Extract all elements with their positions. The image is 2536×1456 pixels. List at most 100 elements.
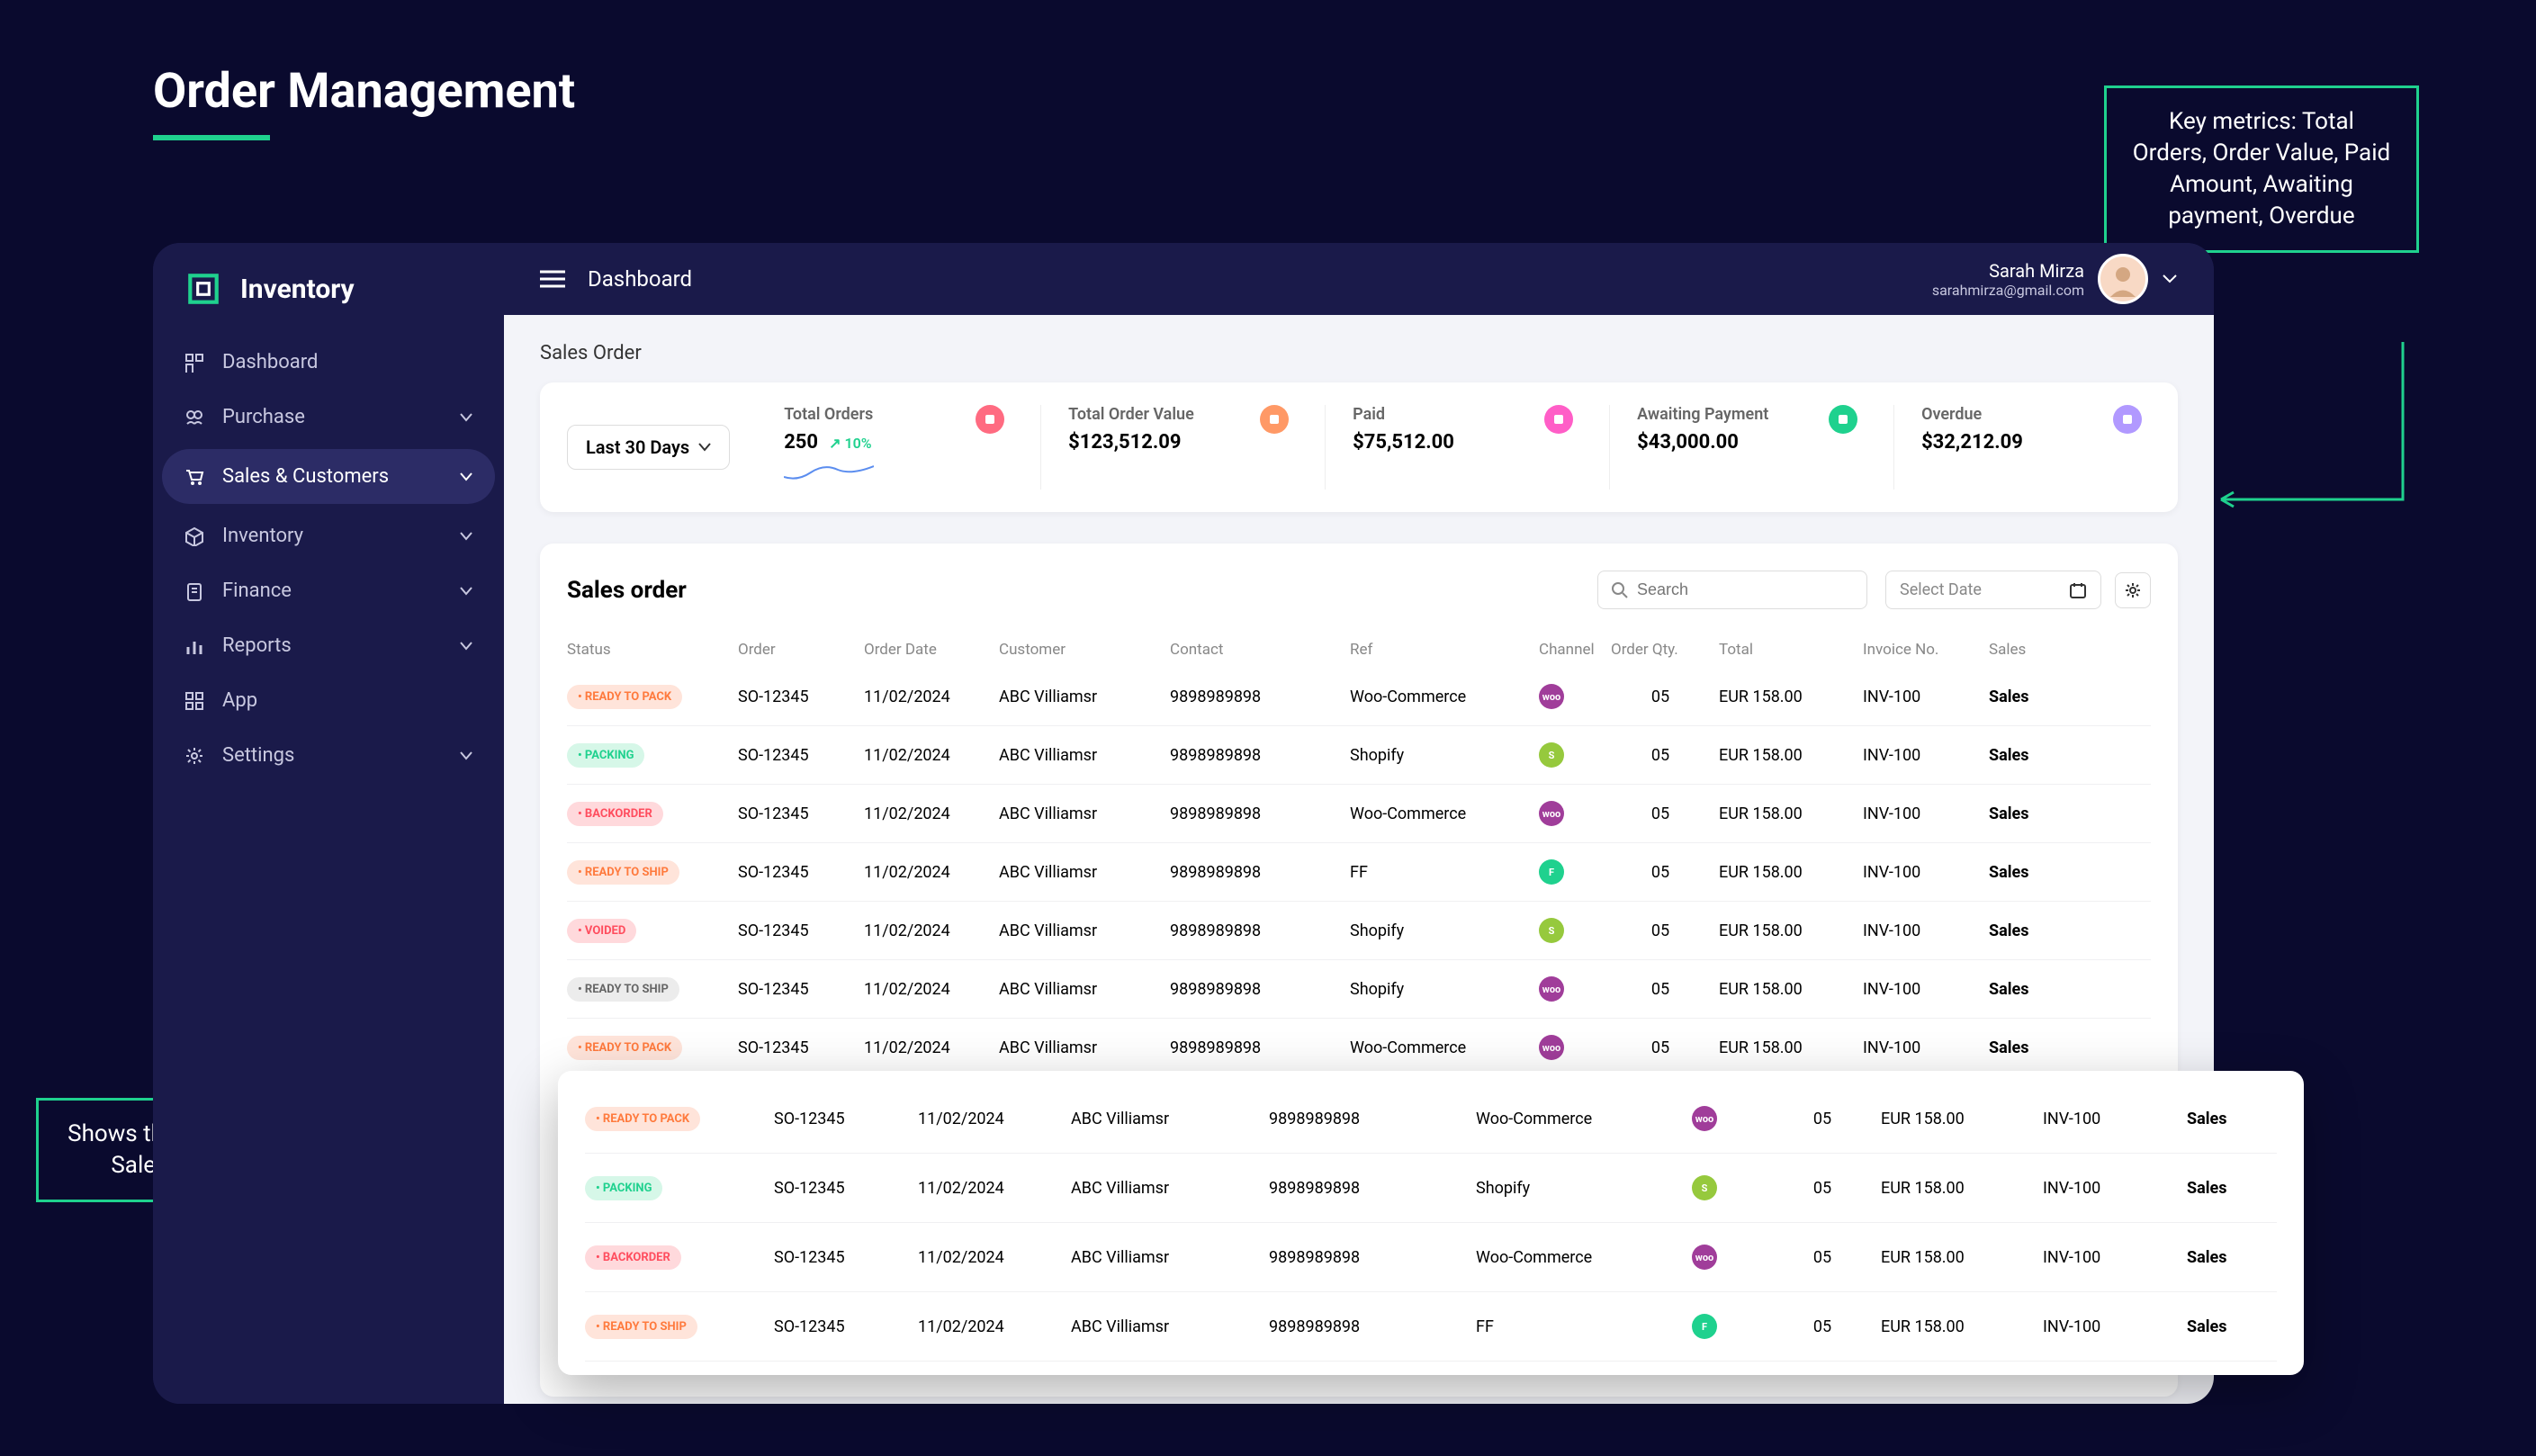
cell-sales: Sales: [2187, 1179, 2277, 1198]
kpi-value: $75,512.00: [1353, 431, 1454, 454]
channel-icon: woo: [1692, 1106, 1717, 1131]
sidebar-item-reports[interactable]: Reports: [153, 618, 504, 673]
status-badge: VOIDED: [567, 919, 636, 943]
cell-order: SO-12345: [738, 746, 855, 765]
cell-invoice: INV-100: [2043, 1248, 2178, 1267]
channel-icon: woo: [1539, 1035, 1564, 1060]
table-row[interactable]: READY TO SHIP SO-12345 11/02/2024 ABC Vi…: [567, 960, 2151, 1019]
col-order-date: Order Date: [864, 641, 990, 659]
sidebar-item-sales-customers[interactable]: Sales & Customers: [162, 449, 495, 504]
brand: Inventory: [153, 270, 504, 335]
table-head: StatusOrderOrder DateCustomerContactRefC…: [567, 632, 2151, 668]
col-sales: Sales: [1989, 641, 2070, 659]
cart-icon: [184, 467, 204, 487]
channel-icon: woo: [1539, 801, 1564, 826]
col-order-qty-: Order Qty.: [1611, 641, 1710, 659]
kpi-paid: Paid $75,512.00: [1325, 405, 1582, 490]
hamburger-icon[interactable]: [540, 269, 565, 289]
channel-icon: S: [1539, 918, 1564, 943]
sidebar-item-label: Settings: [222, 744, 460, 767]
cell-qty: 05: [1611, 921, 1710, 940]
table-row[interactable]: BACKORDER SO-12345 11/02/2024 ABC Villia…: [585, 1223, 2277, 1292]
date-select[interactable]: Select Date: [1885, 571, 2101, 609]
cell-invoice: INV-100: [1863, 1038, 1980, 1057]
sidebar-item-finance[interactable]: Finance: [153, 563, 504, 618]
table-row[interactable]: PACKING SO-12345 11/02/2024 ABC Villiams…: [567, 726, 2151, 785]
cell-sales: Sales: [1989, 980, 2070, 999]
sidebar-item-label: Reports: [222, 634, 460, 657]
chevron-down-icon: [460, 472, 472, 481]
table-row[interactable]: READY TO PACK SO-12345 11/02/2024 ABC Vi…: [567, 668, 2151, 726]
kpi-bar: Last 30 Days Total Orders 250↗ 10% Total…: [540, 382, 2178, 512]
date-filter-label: Last 30 Days: [586, 436, 689, 458]
cell-invoice: INV-100: [1863, 804, 1980, 823]
kpi-overdue: Overdue $32,212.09: [1893, 405, 2151, 490]
cell-order: SO-12345: [738, 1038, 855, 1057]
settings-button[interactable]: [2115, 572, 2151, 608]
cell-date: 11/02/2024: [864, 746, 990, 765]
user-block: Sarah Mirza sarahmirza@gmail.com: [1932, 260, 2084, 299]
brand-logo-icon: [184, 270, 222, 308]
cell-sales: Sales: [1989, 688, 2070, 706]
cell-total: EUR 158.00: [1881, 1110, 2034, 1128]
avatar[interactable]: [2098, 254, 2148, 304]
cell-sales: Sales: [2187, 1317, 2277, 1336]
col-customer: Customer: [999, 641, 1161, 659]
date-filter[interactable]: Last 30 Days: [567, 425, 730, 470]
search-box[interactable]: [1597, 571, 1867, 609]
chevron-down-icon: [460, 642, 472, 651]
col-order: Order: [738, 641, 855, 659]
avatar-icon: [2105, 261, 2141, 297]
cell-qty: 05: [1611, 863, 1710, 882]
chevron-down-icon[interactable]: [2162, 274, 2178, 284]
sidebar-item-inventory[interactable]: Inventory: [153, 508, 504, 563]
page-title: Order Management: [153, 63, 575, 120]
table-row[interactable]: PACKING SO-12345 11/02/2024 ABC Villiams…: [585, 1154, 2277, 1223]
cell-qty: 05: [1611, 688, 1710, 706]
cell-customer: ABC Villiamsr: [999, 1038, 1161, 1057]
sidebar-item-settings[interactable]: Settings: [153, 728, 504, 783]
cell-ref: Woo-Commerce: [1350, 688, 1530, 706]
sidebar-item-label: Inventory: [222, 525, 460, 547]
user-email: sarahmirza@gmail.com: [1932, 282, 2084, 299]
chevron-down-icon: [460, 751, 472, 760]
cell-invoice: INV-100: [1863, 980, 1980, 999]
cell-order: SO-12345: [774, 1110, 909, 1128]
purchase-icon: [184, 408, 204, 427]
sidebar-item-app[interactable]: App: [153, 673, 504, 728]
sidebar-item-label: Finance: [222, 580, 460, 602]
table-row[interactable]: VOIDED SO-12345 11/02/2024 ABC Villiamsr…: [567, 902, 2151, 960]
table-row[interactable]: READY TO SHIP SO-12345 11/02/2024 ABC Vi…: [567, 843, 2151, 902]
col-channel: Channel: [1539, 641, 1602, 659]
table-row[interactable]: READY TO PACK SO-12345 11/02/2024 ABC Vi…: [585, 1084, 2277, 1154]
status-badge: BACKORDER: [567, 802, 663, 826]
cell-sales: Sales: [1989, 1038, 2070, 1057]
cell-contact: 9898989898: [1170, 804, 1341, 823]
col-total: Total: [1719, 641, 1854, 659]
status-badge: BACKORDER: [585, 1245, 681, 1270]
kpi-trend: ↗ 10%: [829, 435, 871, 452]
col-contact: Contact: [1170, 641, 1341, 659]
cell-sales: Sales: [1989, 804, 2070, 823]
finance-icon: [184, 581, 204, 601]
kpi-total-order-value: Total Order Value $123,512.09: [1040, 405, 1298, 490]
sidebar-item-purchase[interactable]: Purchase: [153, 390, 504, 445]
table-row[interactable]: READY TO SHIP SO-12345 11/02/2024 ABC Vi…: [585, 1292, 2277, 1362]
cell-customer: ABC Villiamsr: [999, 863, 1161, 882]
table-row[interactable]: READY TO PACK SO-12345 11/02/2024 ABC Vi…: [567, 1019, 2151, 1077]
channel-icon: woo: [1539, 684, 1564, 709]
title-underline: [153, 135, 270, 140]
sidebar-item-dashboard[interactable]: Dashboard: [153, 335, 504, 390]
cell-sales: Sales: [2187, 1248, 2277, 1267]
cell-total: EUR 158.00: [1881, 1248, 2034, 1267]
cell-invoice: INV-100: [2043, 1179, 2178, 1198]
cell-ref: Woo-Commerce: [1350, 804, 1530, 823]
cell-contact: 9898989898: [1269, 1317, 1467, 1336]
cell-ref: Shopify: [1350, 746, 1530, 765]
cell-invoice: INV-100: [1863, 746, 1980, 765]
search-input[interactable]: [1637, 580, 1853, 599]
kpi-icon: [1829, 405, 1857, 434]
section-title: Sales Order: [540, 342, 2178, 364]
table-row[interactable]: BACKORDER SO-12345 11/02/2024 ABC Villia…: [567, 785, 2151, 843]
kpi-total-orders: Total Orders 250↗ 10%: [757, 405, 1013, 490]
